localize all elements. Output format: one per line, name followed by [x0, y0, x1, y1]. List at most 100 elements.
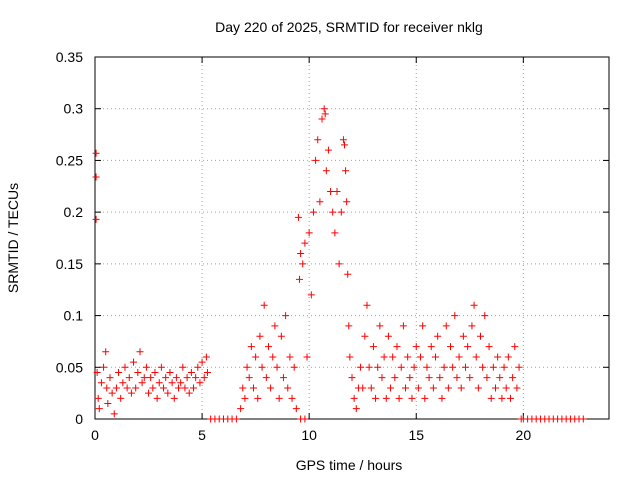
data-point — [108, 389, 116, 397]
data-point — [457, 384, 465, 392]
data-point — [321, 110, 329, 118]
data-point — [344, 270, 352, 278]
data-point — [515, 363, 523, 371]
data-point — [434, 332, 442, 340]
data-point — [121, 363, 129, 371]
data-point — [151, 368, 159, 376]
data-point — [399, 322, 407, 330]
data-point — [333, 187, 341, 195]
data-point — [474, 384, 482, 392]
data-point — [410, 363, 418, 371]
data-point — [432, 353, 440, 361]
data-point — [93, 368, 101, 376]
data-point — [127, 389, 135, 397]
data-point — [312, 156, 320, 164]
data-point — [345, 322, 353, 330]
data-point — [292, 405, 300, 413]
data-point — [487, 394, 495, 402]
y-tick-label: 0.25 — [56, 152, 83, 168]
x-tick-label: 0 — [91, 427, 99, 443]
data-point — [303, 353, 311, 361]
data-point — [417, 353, 425, 361]
data-point — [179, 363, 187, 371]
plot-frame — [94, 56, 610, 420]
data-point — [288, 394, 296, 402]
data-point — [279, 374, 287, 382]
data-point — [95, 405, 103, 413]
data-point — [384, 332, 392, 340]
data-point — [172, 374, 180, 382]
y-tick-label: 0.2 — [64, 204, 84, 220]
data-point — [157, 363, 165, 371]
data-point — [106, 374, 114, 382]
data-point — [442, 322, 450, 330]
data-point — [374, 363, 382, 371]
data-point — [273, 363, 281, 371]
data-point — [470, 301, 478, 309]
data-point — [429, 384, 437, 392]
data-point — [267, 384, 275, 392]
data-point — [117, 394, 125, 402]
data-point — [277, 332, 285, 340]
data-point — [153, 394, 161, 402]
data-point — [92, 173, 100, 181]
data-point — [483, 374, 491, 382]
y-axis-label: SRMTID / TECUs — [5, 183, 21, 293]
data-point — [94, 394, 102, 402]
data-point — [436, 374, 444, 382]
data-point — [466, 374, 474, 382]
data-point — [147, 374, 155, 382]
data-point — [160, 384, 168, 392]
data-point — [130, 358, 138, 366]
data-point — [138, 379, 146, 387]
data-point — [367, 384, 375, 392]
data-point — [155, 379, 163, 387]
data-point — [489, 363, 497, 371]
data-point — [256, 332, 264, 340]
data-point — [241, 394, 249, 402]
data-point — [198, 358, 206, 366]
data-point — [479, 363, 487, 371]
data-point — [350, 394, 358, 402]
data-point — [477, 332, 484, 340]
data-point — [494, 353, 502, 361]
data-point — [380, 353, 388, 361]
data-point — [372, 394, 380, 402]
data-point — [404, 353, 412, 361]
y-tick-label: 0.3 — [64, 101, 84, 117]
data-point — [258, 363, 266, 371]
data-point — [102, 348, 110, 356]
data-point — [504, 353, 512, 361]
data-point — [123, 384, 131, 392]
grid-lines — [95, 57, 609, 419]
data-point — [183, 374, 191, 382]
x-tick-label: 20 — [516, 427, 532, 443]
x-tick-label: 10 — [301, 427, 317, 443]
y-tick-label: 0.1 — [64, 308, 84, 324]
data-point — [262, 374, 270, 382]
data-point — [92, 149, 100, 157]
data-point — [376, 322, 384, 330]
data-point — [297, 250, 305, 258]
data-point — [264, 343, 272, 351]
data-point — [402, 384, 410, 392]
data-point — [324, 146, 332, 154]
x-axis-label: GPS time / hours — [296, 457, 403, 473]
data-point — [444, 384, 452, 392]
data-point — [389, 353, 397, 361]
data-point — [168, 379, 176, 387]
data-point — [119, 379, 127, 387]
data-point — [309, 208, 317, 216]
data-point — [455, 353, 463, 361]
data-point — [419, 322, 427, 330]
data-point — [115, 368, 123, 376]
y-tick-label: 0.35 — [56, 49, 83, 65]
y-tick-label: 0.05 — [56, 359, 83, 375]
data-point — [269, 353, 277, 361]
data-point — [125, 374, 133, 382]
data-point — [414, 384, 422, 392]
data-point — [369, 343, 377, 351]
data-point — [282, 312, 290, 320]
data-point — [464, 343, 472, 351]
